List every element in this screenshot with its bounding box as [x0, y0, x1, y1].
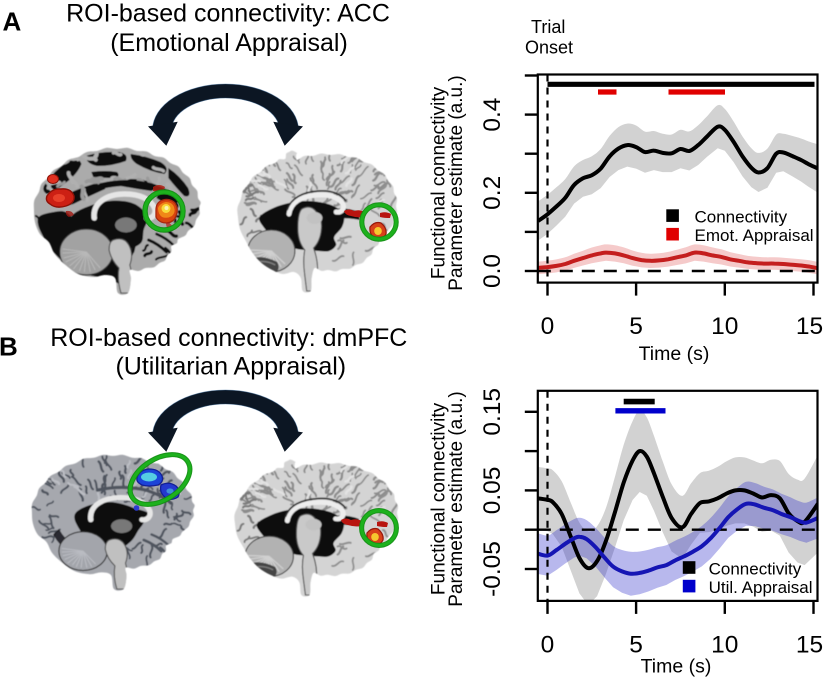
svg-text:Trial: Trial: [531, 17, 565, 37]
svg-text:15: 15: [796, 313, 823, 340]
svg-text:(Utilitarian Appraisal): (Utilitarian Appraisal): [115, 353, 346, 381]
svg-text:ROI-based connectivity: ACC: ROI-based connectivity: ACC: [66, 0, 390, 28]
svg-text:Parameter estimate (a.u.): Parameter estimate (a.u.): [446, 391, 467, 606]
svg-text:B: B: [0, 332, 18, 362]
svg-text:15: 15: [796, 631, 823, 658]
svg-text:5: 5: [629, 313, 643, 340]
svg-text:0.0: 0.0: [479, 254, 506, 288]
svg-text:0.15: 0.15: [479, 388, 506, 436]
svg-text:Functional connectivity: Functional connectivity: [429, 86, 450, 279]
svg-text:Time (s): Time (s): [641, 656, 712, 678]
svg-text:Emot. Appraisal: Emot. Appraisal: [695, 226, 814, 245]
svg-text:Util. Appraisal: Util. Appraisal: [709, 578, 813, 597]
svg-text:Functional connectivity: Functional connectivity: [429, 402, 450, 595]
svg-text:0.4: 0.4: [479, 98, 506, 132]
svg-text:Connectivity: Connectivity: [695, 207, 788, 226]
svg-text:Parameter estimate (a.u.): Parameter estimate (a.u.): [446, 75, 467, 290]
svg-text:5: 5: [629, 631, 643, 658]
svg-text:10: 10: [711, 313, 738, 340]
svg-text:0: 0: [541, 631, 555, 658]
svg-text:0.2: 0.2: [479, 176, 506, 210]
svg-text:Time (s): Time (s): [639, 343, 710, 365]
svg-text:A: A: [3, 6, 22, 36]
svg-text:0: 0: [541, 313, 555, 340]
svg-text:Onset: Onset: [525, 38, 573, 58]
svg-text:(Emotional Appraisal): (Emotional Appraisal): [110, 29, 348, 57]
svg-text:Connectivity: Connectivity: [709, 560, 802, 579]
svg-text:0.05: 0.05: [479, 467, 506, 515]
svg-text:-0.05: -0.05: [479, 541, 506, 597]
svg-text:ROI-based connectivity: dmPFC: ROI-based connectivity: dmPFC: [50, 324, 407, 352]
svg-text:10: 10: [711, 631, 738, 658]
